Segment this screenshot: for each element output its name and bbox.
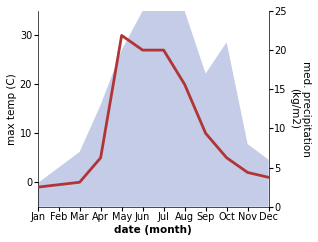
Y-axis label: med. precipitation
(kg/m2): med. precipitation (kg/m2)	[289, 61, 311, 157]
Y-axis label: max temp (C): max temp (C)	[7, 73, 17, 145]
X-axis label: date (month): date (month)	[114, 225, 192, 235]
